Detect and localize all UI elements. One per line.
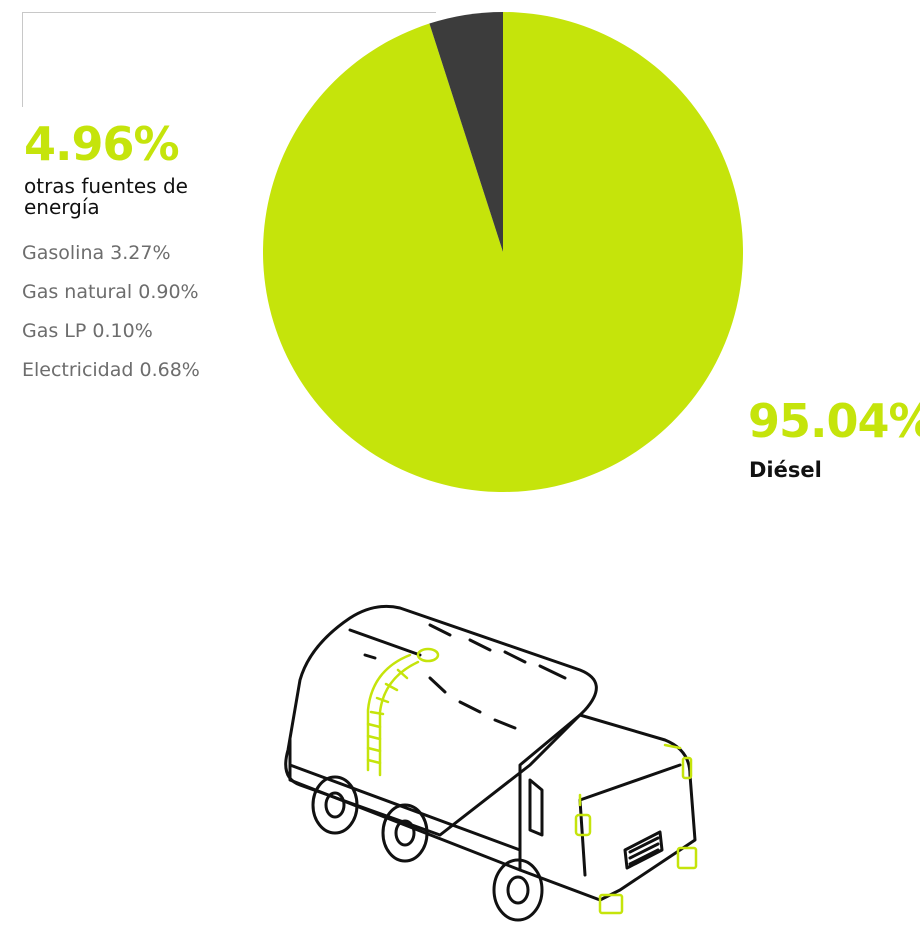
- other-sources-name: otras fuentes de energía: [24, 174, 188, 219]
- diesel-label: Diésel: [749, 458, 822, 482]
- tanker-truck-icon: [284, 604, 698, 922]
- breakdown-item-gasolina: Gasolina 3.27%: [22, 242, 171, 264]
- diesel-percent: 95.04%: [748, 394, 920, 448]
- breakdown-item-electricidad: Electricidad 0.68%: [22, 359, 200, 381]
- other-sources-label: otras fuentes de energía: [24, 176, 214, 218]
- pie-slice-otras-fuentes: [429, 11, 503, 252]
- leader-line: [22, 12, 436, 107]
- breakdown-item-gas-natural: Gas natural 0.90%: [22, 281, 199, 303]
- pie-chart: [263, 11, 743, 492]
- other-sources-percent: 4.96%: [24, 117, 180, 171]
- breakdown-item-gas-lp: Gas LP 0.10%: [22, 320, 153, 342]
- breakdown-list: Gasolina 3.27% Gas natural 0.90% Gas LP …: [22, 244, 200, 400]
